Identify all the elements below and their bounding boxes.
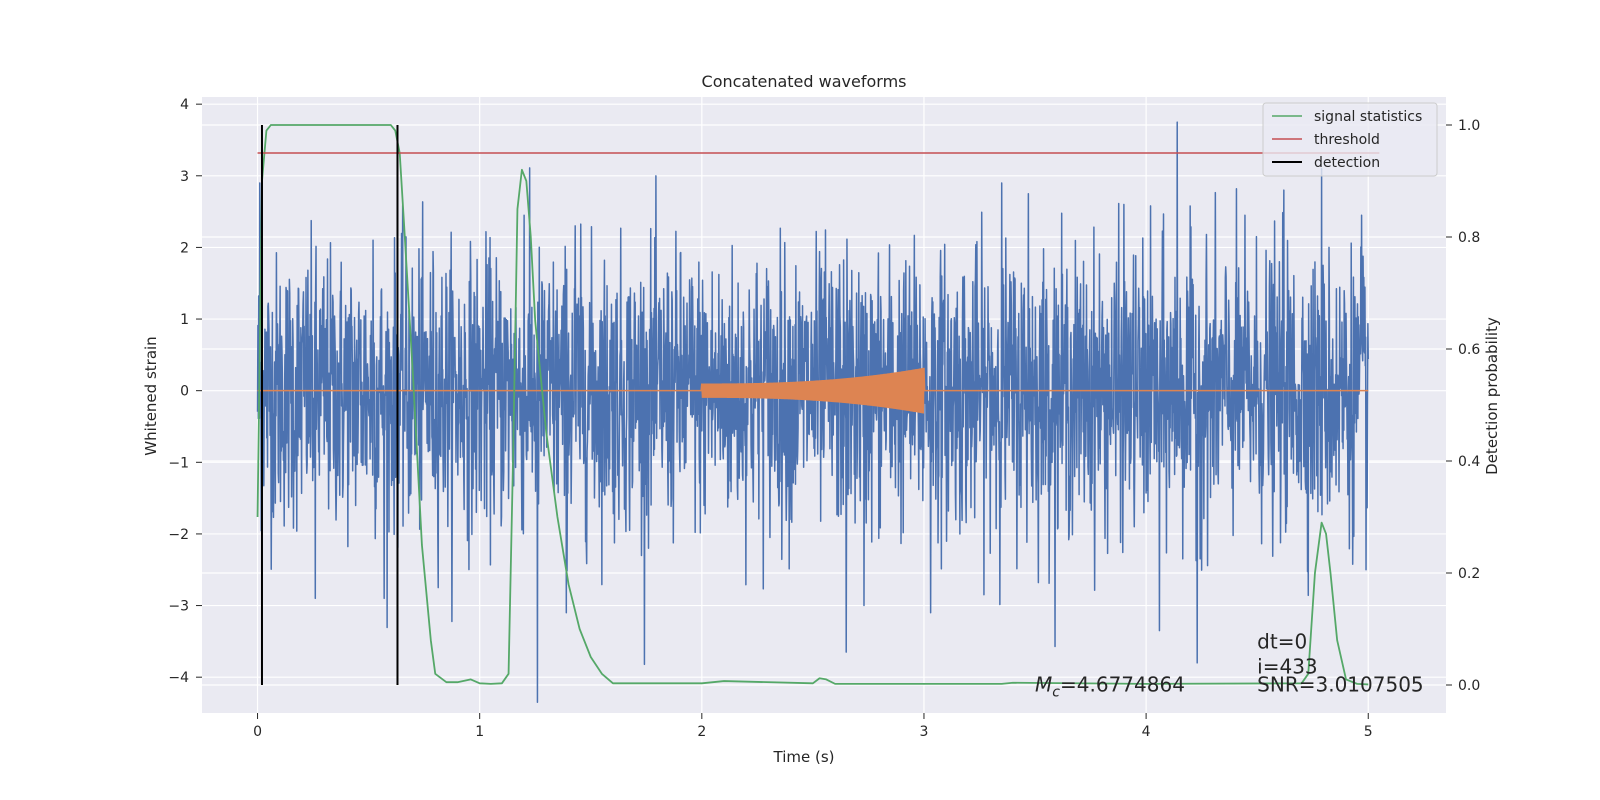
x-tick-label: 3 <box>920 724 929 740</box>
legend: signal statistics threshold detection <box>1262 102 1438 177</box>
y2-axis-ticks: 0.0 0.2 0.4 0.6 0.8 1.0 <box>1446 118 1480 694</box>
series-line-chirp <box>257 367 1369 414</box>
y-tick-label: 2 <box>180 240 189 256</box>
y-tick-label: −1 <box>168 455 189 471</box>
annotation-text: SNR=3.0107505 <box>1257 673 1423 697</box>
legend-label-threshold: threshold <box>1314 132 1380 148</box>
series-line-signal-statistics <box>256 124 1369 686</box>
y-tick-label: −4 <box>168 670 189 686</box>
annotation-text: Mc=4.6774864 <box>1035 673 1185 701</box>
y-axis-label: Whitened strain <box>142 336 160 455</box>
x-tick-label: 5 <box>1364 724 1373 740</box>
y2-tick-label: 0.4 <box>1458 454 1480 470</box>
annotation-text: dt=0 <box>1257 630 1307 654</box>
y-tick-label: 0 <box>180 384 189 400</box>
x-tick-label: 4 <box>1142 724 1151 740</box>
x-tick-label: 0 <box>253 724 262 740</box>
y2-tick-label: 0.6 <box>1458 342 1480 358</box>
legend-box <box>1262 102 1438 177</box>
y-tick-label: 3 <box>180 169 189 185</box>
y-axis-ticks: −4 −3 −2 −1 0 1 2 3 4 <box>168 97 202 686</box>
y2-tick-label: 1.0 <box>1458 118 1480 134</box>
x-axis-label: Time (s) <box>773 748 835 766</box>
y2-axis-label: Detection probability <box>1483 317 1501 475</box>
y-tick-label: −2 <box>168 527 189 543</box>
y-tick-label: 4 <box>180 97 189 113</box>
legend-label-detection: detection <box>1314 155 1380 171</box>
y-tick-label: 1 <box>180 312 189 328</box>
x-axis-ticks: 0 1 2 3 4 5 <box>253 713 1373 740</box>
y2-tick-label: 0.0 <box>1458 678 1480 694</box>
annotation-text: i=433 <box>1257 655 1318 679</box>
y-tick-label: −3 <box>168 599 189 615</box>
y2-tick-label: 0.8 <box>1458 230 1480 246</box>
chart-title: Concatenated waveforms <box>702 72 907 91</box>
y2-tick-label: 0.2 <box>1458 566 1480 582</box>
x-tick-label: 2 <box>697 724 706 740</box>
x-tick-label: 1 <box>475 724 484 740</box>
series-group <box>256 121 1380 704</box>
legend-label-signal: signal statistics <box>1314 109 1422 125</box>
